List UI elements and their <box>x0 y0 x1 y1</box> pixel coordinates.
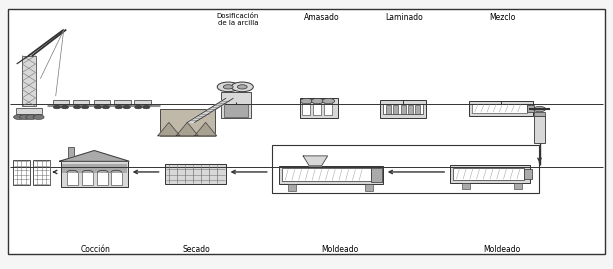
Bar <box>282 168 371 181</box>
Bar <box>300 98 338 118</box>
Bar <box>160 109 215 136</box>
Bar <box>324 102 332 115</box>
Bar <box>527 105 534 112</box>
Bar <box>453 168 524 180</box>
Bar <box>534 112 545 116</box>
Bar <box>302 102 310 115</box>
Bar <box>67 171 78 185</box>
Bar <box>462 183 470 189</box>
Bar <box>468 101 533 116</box>
Circle shape <box>61 106 69 109</box>
Circle shape <box>82 106 89 109</box>
Circle shape <box>300 98 313 104</box>
Circle shape <box>143 106 150 109</box>
Bar <box>33 160 50 185</box>
Bar <box>94 100 110 105</box>
Bar <box>97 171 109 185</box>
Bar <box>68 147 74 161</box>
Bar <box>365 184 373 191</box>
Bar <box>288 184 296 191</box>
Bar <box>16 108 42 114</box>
Circle shape <box>115 106 123 109</box>
Bar <box>386 105 391 114</box>
Circle shape <box>94 106 102 109</box>
Bar <box>73 100 89 105</box>
Bar <box>534 116 545 143</box>
Circle shape <box>33 115 44 119</box>
Polygon shape <box>194 122 216 136</box>
Bar <box>13 160 30 185</box>
Bar <box>371 168 382 182</box>
Bar <box>380 100 426 118</box>
Circle shape <box>74 106 81 109</box>
Text: Amasado: Amasado <box>304 13 340 22</box>
Bar <box>394 105 398 114</box>
Circle shape <box>26 115 37 119</box>
Circle shape <box>322 98 335 104</box>
Circle shape <box>123 106 131 109</box>
Text: Laminado: Laminado <box>386 13 423 22</box>
Bar <box>272 145 539 193</box>
Circle shape <box>20 115 31 119</box>
Bar <box>471 104 527 113</box>
Bar <box>134 100 151 105</box>
Bar <box>221 92 251 118</box>
Bar <box>416 105 421 114</box>
Bar <box>22 56 36 107</box>
Bar <box>61 161 128 187</box>
Circle shape <box>217 82 239 92</box>
Circle shape <box>533 107 546 112</box>
Bar <box>115 100 131 105</box>
Text: Dosificación
de la arcilla: Dosificación de la arcilla <box>217 13 259 26</box>
Bar <box>401 105 406 114</box>
Polygon shape <box>176 122 198 136</box>
Polygon shape <box>59 151 129 161</box>
Bar <box>313 102 321 115</box>
Bar <box>224 104 248 117</box>
Bar <box>82 171 93 185</box>
Bar <box>53 100 69 105</box>
Bar <box>111 171 122 185</box>
Bar <box>62 164 127 173</box>
Text: Cocción: Cocción <box>80 245 110 254</box>
Circle shape <box>237 85 247 89</box>
Text: Mezclo: Mezclo <box>489 13 516 22</box>
Circle shape <box>13 115 25 119</box>
Circle shape <box>223 85 233 89</box>
Polygon shape <box>303 156 327 166</box>
Bar <box>408 105 413 114</box>
Bar <box>524 169 532 179</box>
Bar <box>279 166 383 184</box>
Circle shape <box>53 106 61 109</box>
Circle shape <box>311 98 324 104</box>
Bar <box>450 165 530 183</box>
Bar <box>383 104 423 114</box>
Bar <box>514 183 522 189</box>
Text: Moldeado: Moldeado <box>484 245 521 254</box>
Text: Moldeado: Moldeado <box>321 245 359 254</box>
Text: Secado: Secado <box>183 245 210 254</box>
Circle shape <box>231 82 253 92</box>
Polygon shape <box>187 98 233 122</box>
Circle shape <box>102 106 110 109</box>
Polygon shape <box>158 122 180 136</box>
Bar <box>165 164 226 184</box>
Circle shape <box>135 106 142 109</box>
